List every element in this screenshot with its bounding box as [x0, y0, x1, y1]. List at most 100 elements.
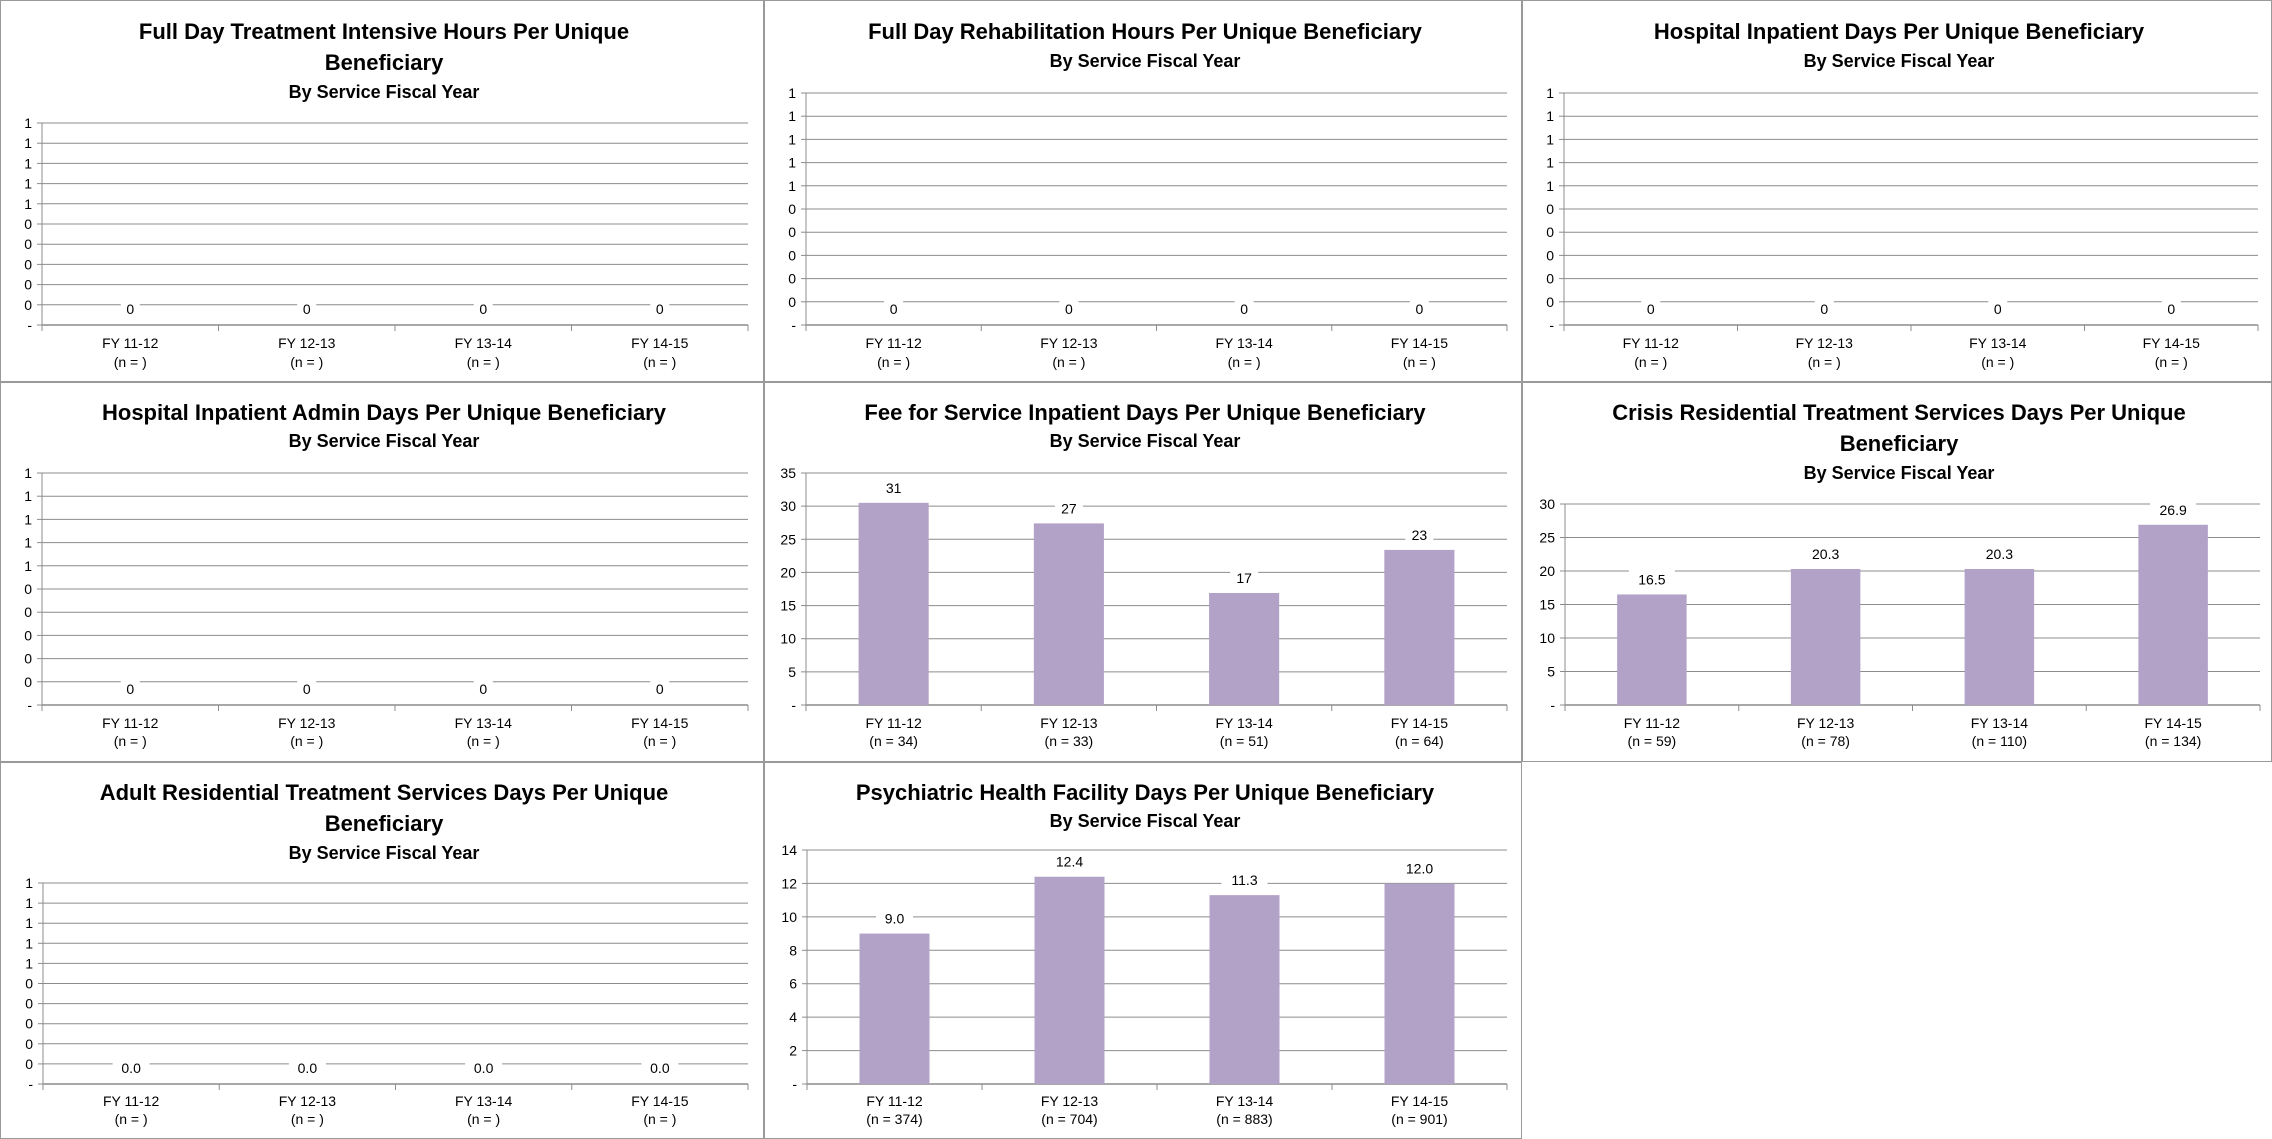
data-label-bg [120, 300, 140, 319]
y-tick-label: 0 [788, 271, 796, 287]
data-label: 0.0 [121, 1060, 141, 1076]
data-label-bg [297, 680, 317, 699]
x-category-label: FY 14-15 [1391, 715, 1449, 731]
y-tick-label: - [791, 317, 796, 333]
data-label-bg [2161, 300, 2181, 319]
data-label-bg [465, 1059, 503, 1078]
x-category-label: FY 13-14 [1215, 335, 1273, 351]
x-n-label: (n = ) [291, 1111, 324, 1127]
data-label-bg [1054, 499, 1083, 519]
y-tick-label: 1 [25, 935, 33, 951]
data-label-bg [1409, 300, 1429, 319]
y-tick-label: 1 [24, 535, 32, 551]
data-label: 0 [1065, 301, 1073, 317]
y-tick-label: 10 [781, 909, 797, 925]
y-tick-label: 2 [789, 1043, 797, 1059]
y-tick-label: 0 [25, 1056, 33, 1072]
chart-panel-full-day-rehabilitation: Full Day Rehabilitation Hours Per Unique… [764, 0, 1522, 382]
data-label: 0 [126, 681, 134, 697]
y-tick-label: 0 [1546, 294, 1554, 310]
x-n-label: (n = 374) [866, 1111, 922, 1127]
x-n-label: (n = ) [1052, 354, 1085, 370]
x-n-label: (n = 64) [1395, 733, 1444, 749]
chart-title: Psychiatric Health Facility Days Per Uni… [856, 780, 1435, 805]
data-label-bg [288, 1059, 326, 1078]
y-tick-label: 25 [780, 531, 796, 547]
x-n-label: (n = ) [290, 354, 323, 370]
y-tick-label: 1 [25, 955, 33, 971]
y-tick-label: 0 [24, 216, 32, 232]
data-label: 0.0 [298, 1060, 318, 1076]
chart-subtitle: By Service Fiscal Year [1804, 51, 1995, 71]
y-tick-label: - [792, 1076, 797, 1092]
x-n-label: (n = 134) [2145, 733, 2201, 749]
chart-svg: Adult Residential Treatment Services Day… [25, 780, 749, 1127]
x-n-label: (n = ) [1403, 354, 1436, 370]
data-label: 27 [1061, 500, 1077, 516]
data-label-bg [1802, 544, 1849, 564]
y-tick-label: 0 [24, 236, 32, 252]
x-n-label: (n = ) [643, 733, 676, 749]
bar [1964, 568, 2035, 705]
y-tick-label: 1 [24, 176, 32, 192]
x-category-label: FY 12-13 [1041, 1093, 1099, 1109]
x-n-label: (n = ) [643, 1111, 676, 1127]
x-category-label: FY 13-14 [455, 715, 513, 731]
data-label-bg [1059, 300, 1079, 319]
chart-svg: Full Day Treatment Intensive Hours Per U… [24, 19, 749, 370]
x-category-label: FY 14-15 [631, 715, 689, 731]
y-tick-label: 15 [1539, 597, 1555, 613]
x-n-label: (n = 34) [869, 733, 918, 749]
bar [1033, 523, 1104, 705]
y-tick-label: 0 [24, 256, 32, 272]
x-n-label: (n = ) [1981, 354, 2014, 370]
y-tick-label: 1 [24, 558, 32, 574]
y-tick-label: - [1550, 697, 1555, 713]
x-n-label: (n = ) [467, 354, 500, 370]
y-tick-label: 8 [789, 942, 797, 958]
chart-svg: Psychiatric Health Facility Days Per Uni… [781, 780, 1508, 1127]
chart-panel-hospital-inpatient-admin-days: Hospital Inpatient Admin Days Per Unique… [0, 382, 764, 762]
data-label: 0 [1240, 301, 1248, 317]
x-n-label: (n = 59) [1628, 733, 1677, 749]
x-n-label: (n = ) [1634, 354, 1667, 370]
x-n-label: (n = 78) [1801, 733, 1850, 749]
bar [1790, 568, 1861, 705]
x-n-label: (n = 51) [1220, 733, 1269, 749]
y-tick-label: 20 [1539, 563, 1555, 579]
x-category-label: FY 13-14 [1215, 715, 1273, 731]
y-tick-label: 15 [780, 598, 796, 614]
y-tick-label: 1 [25, 875, 33, 891]
bar [1209, 592, 1280, 705]
data-label: 12.4 [1056, 854, 1083, 870]
data-label-bg [473, 680, 493, 699]
y-tick-label: 0 [24, 297, 32, 313]
x-n-label: (n = ) [1808, 354, 1841, 370]
chart-subtitle: By Service Fiscal Year [1050, 431, 1241, 451]
data-label: 0 [303, 301, 311, 317]
chart-subtitle: By Service Fiscal Year [289, 431, 480, 451]
data-label-bg [1046, 852, 1093, 872]
y-tick-label: 0 [788, 294, 796, 310]
y-tick-label: 1 [788, 131, 796, 147]
bar [1034, 876, 1105, 1084]
chart-svg: Crisis Residential Treatment Services Da… [1539, 400, 2261, 749]
y-tick-label: - [27, 697, 32, 713]
y-tick-label: 1 [24, 155, 32, 171]
y-tick-label: 1 [24, 488, 32, 504]
chart-title: Hospital Inpatient Admin Days Per Unique… [102, 400, 667, 425]
x-category-label: FY 12-13 [1797, 715, 1855, 731]
y-tick-label: 1 [788, 108, 796, 124]
bar [1384, 549, 1455, 705]
x-category-label: FY 11-12 [865, 335, 922, 351]
y-tick-label: - [1549, 317, 1554, 333]
y-tick-label: 0 [24, 627, 32, 643]
y-tick-label: 0 [1546, 201, 1554, 217]
x-category-label: FY 14-15 [2144, 715, 2202, 731]
data-label-bg [879, 478, 908, 498]
chart-title: Beneficiary [325, 811, 444, 836]
x-category-label: FY 12-13 [1040, 715, 1098, 731]
x-category-label: FY 12-13 [279, 1093, 337, 1109]
data-label-bg [1396, 859, 1443, 879]
data-label: 20.3 [1812, 546, 1839, 562]
